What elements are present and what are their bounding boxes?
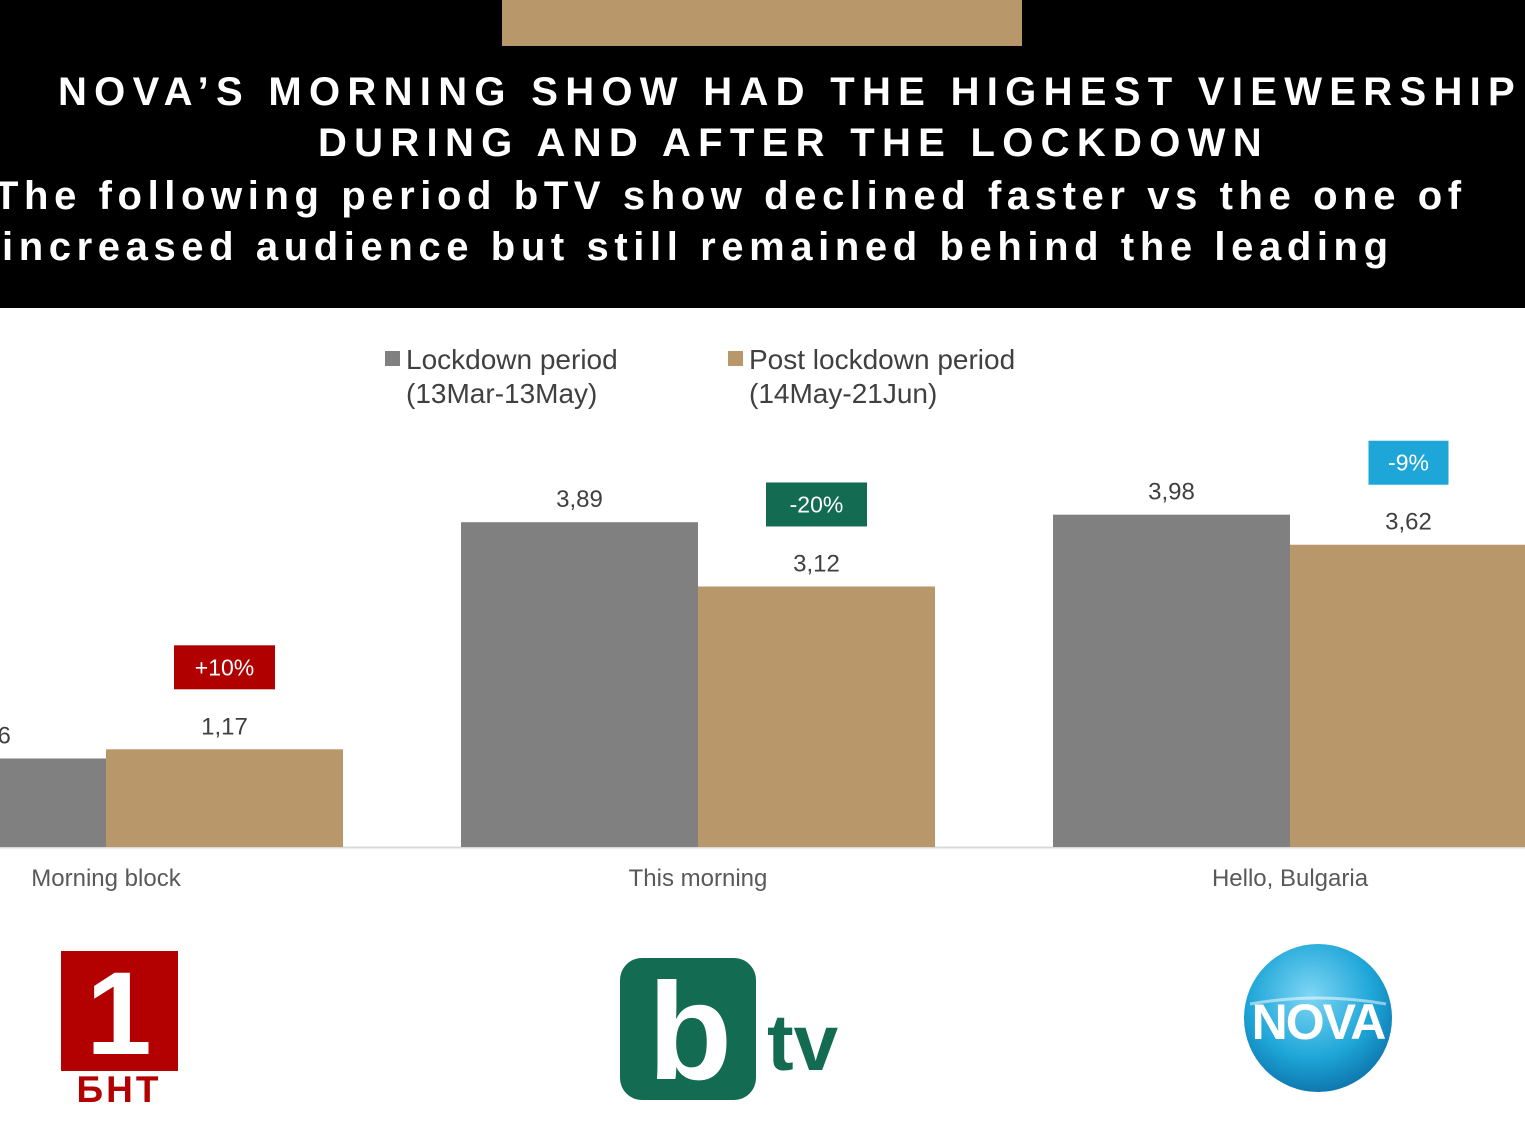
subtitle-line-2: increased audience but still remained be…	[2, 225, 1394, 269]
value-label-0-0: 1,06	[0, 722, 11, 749]
bnt1-logo-number: 1	[86, 951, 152, 1080]
category-label-2: Hello, Bulgaria	[1212, 865, 1369, 892]
nova-logo-circle	[1244, 944, 1392, 1092]
change-badge-2	[1368, 440, 1449, 485]
value-label-2-0: 3,98	[1148, 479, 1195, 506]
nova-logo-highlight	[1249, 996, 1387, 1006]
header-banner: NOVA’S MORNING SHOW HAD THE HIGHEST VIEW…	[0, 0, 1525, 308]
value-label-0-1: 1,17	[201, 713, 248, 740]
title-line-1: NOVA’S MORNING SHOW HAD THE HIGHEST VIEW…	[58, 70, 1523, 114]
legend-period-1: (14May-21Jun)	[749, 378, 937, 409]
bar-2-1	[1290, 544, 1525, 847]
bnt1-logo-square	[61, 951, 178, 1071]
btv-logo: b tv	[620, 958, 839, 1100]
btv-logo-text: tv	[767, 998, 839, 1087]
bar-0-1	[106, 749, 343, 847]
legend-label-0: Lockdown period	[406, 344, 618, 375]
category-label-1: This morning	[629, 865, 768, 892]
title-line-2: DURING AND AFTER THE LOCKDOWN	[318, 121, 1269, 165]
bar-2-0	[1053, 514, 1290, 847]
bar-0-0	[0, 758, 106, 847]
bar-1-0	[461, 522, 698, 847]
change-badge-label-2: -9%	[1388, 450, 1429, 476]
value-label-1-0: 3,89	[556, 486, 603, 513]
legend-swatch-0	[385, 351, 400, 366]
value-label-1-1: 3,12	[793, 550, 840, 577]
btv-logo-letter: b	[648, 958, 732, 1100]
change-badge-label-0: +10%	[195, 654, 254, 680]
bar-chart: Lockdown period(13Mar-13May) Post lockdow…	[0, 344, 1525, 892]
legend-swatch-1	[728, 351, 743, 366]
bnt1-logo: 1 БНТ	[61, 951, 178, 1104]
accent-bar	[502, 0, 1022, 46]
change-badge-0	[174, 645, 275, 690]
nova-logo: NOVA	[1244, 944, 1392, 1092]
change-badge-label-1: -20%	[790, 491, 844, 517]
category-label-0: Morning block	[31, 865, 181, 892]
value-label-2-1: 3,62	[1385, 509, 1432, 536]
bnt1-logo-text: БНТ	[77, 1069, 162, 1104]
legend-period-0: (13Mar-13May)	[406, 378, 597, 409]
nova-logo-text: NOVA	[1252, 994, 1386, 1050]
btv-logo-square	[620, 958, 756, 1100]
legend-label-1: Post lockdown period	[749, 344, 1015, 375]
subtitle-line-1: The following period bTV show declined f…	[0, 174, 1467, 218]
change-badge-1	[766, 482, 867, 527]
bar-1-1	[698, 586, 935, 847]
